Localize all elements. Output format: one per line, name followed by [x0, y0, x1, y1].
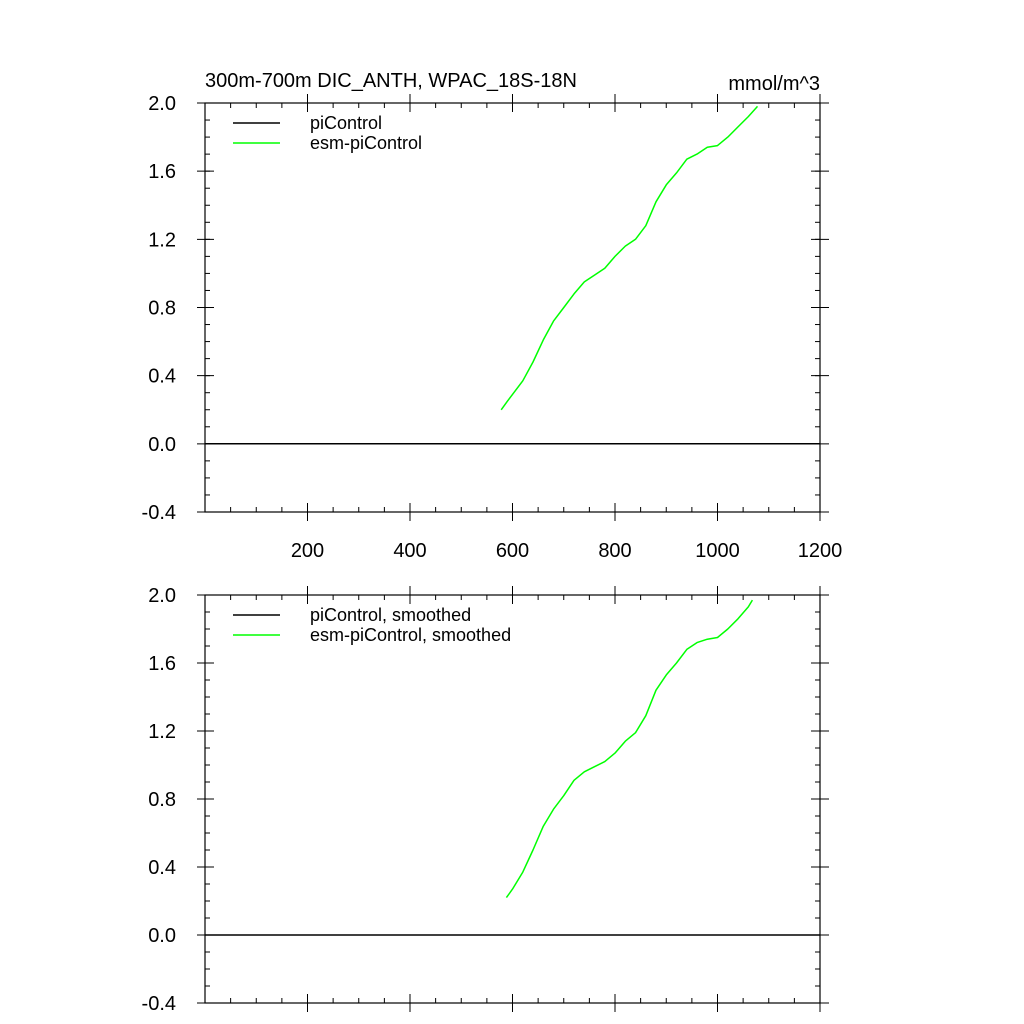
top-legend-label: esm-piControl — [310, 133, 422, 153]
top-x-tick-label: 200 — [291, 540, 324, 562]
top-x-tick-label: 600 — [496, 540, 529, 562]
panel-bottom: -0.4 0.0 0.4 0.8 1.2 1.6 2.0 piControl, smoothe… — [142, 585, 829, 1015]
bottom-y-tick-label: 0.8 — [148, 789, 176, 811]
top-x-tick-label: 400 — [393, 540, 426, 562]
top-x-tick-label: 800 — [598, 540, 631, 562]
bottom-plot-frame — [204, 594, 821, 1004]
panel-top: -0.4 0.0 0.4 0.8 1.2 1.6 2.0 200 400 600 800 1000 12… — [142, 93, 843, 562]
top-series-line-2 — [500, 105, 759, 411]
bottom-y-tick-label: 2.0 — [148, 585, 176, 607]
bottom-y-tick-label: -0.4 — [142, 993, 176, 1015]
top-y-tick-label: -0.4 — [142, 502, 176, 524]
bottom-legend-label: esm-piControl, smoothed — [310, 625, 511, 645]
bottom-y-tick-label: 1.2 — [148, 721, 176, 743]
top-y-tick-label: 2.0 — [148, 93, 176, 115]
figure-title: 300m-700m DIC_ANTH, WPAC_18S-18N — [205, 70, 577, 92]
bottom-series-line-2 — [505, 599, 754, 899]
top-y-tick-label: 0.0 — [148, 434, 176, 456]
top-y-tick-label: 1.2 — [148, 229, 176, 251]
top-legend-label: piControl — [310, 113, 382, 133]
top-y-tick-label: 0.4 — [148, 366, 176, 388]
bottom-y-tick-label: 0.4 — [148, 857, 176, 879]
top-plot-frame — [204, 102, 821, 513]
bottom-legend-label: piControl, smoothed — [310, 605, 471, 625]
top-y-tick-label: 1.6 — [148, 161, 176, 183]
bottom-y-tick-label: 0.0 — [148, 925, 176, 947]
top-x-tick-label: 1200 — [798, 540, 843, 562]
figure-units: mmol/m^3 — [728, 73, 820, 95]
bottom-y-tick-label: 1.6 — [148, 653, 176, 675]
top-x-tick-label: 1000 — [695, 540, 740, 562]
top-y-tick-label: 0.8 — [148, 298, 176, 320]
